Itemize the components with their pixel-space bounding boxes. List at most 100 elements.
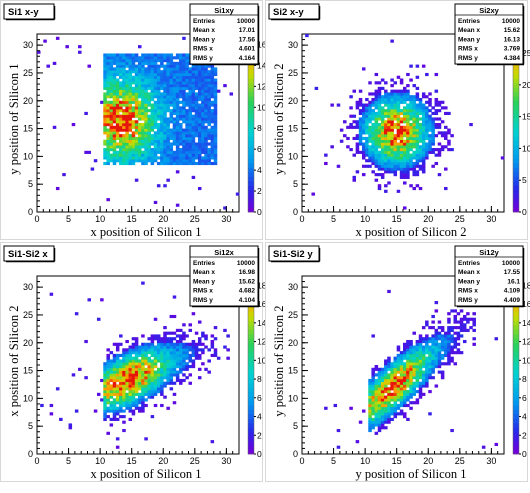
heatmap-cell [198,187,202,190]
x-tick-label: 10 [360,456,370,466]
heatmap-cell [157,354,161,357]
heatmap-cell [116,362,120,365]
heatmap-cell [397,407,401,410]
heatmap-cell [207,101,211,104]
heatmap-cell [371,404,375,407]
heatmap-cell [204,145,208,148]
heatmap-cell [381,120,385,123]
x-tick-label: 25 [455,456,465,466]
heatmap-cell [384,159,388,162]
heatmap-cell [179,156,183,159]
heatmap-cell [185,62,189,65]
heatmap-cell [160,129,164,132]
heatmap-cell [125,376,129,379]
heatmap-cell [431,165,435,168]
heatmap-cell [138,115,142,118]
heatmap-cell [214,134,218,137]
heatmap-cell [147,140,151,143]
palette-step [248,101,254,106]
heatmap-cell [195,92,199,95]
heatmap-cell [132,137,136,140]
heatmap-cell [359,123,363,126]
heatmap-cell [122,73,126,76]
heatmap-cell [132,151,136,154]
palette-step [513,401,519,406]
heatmap-cell [129,70,133,73]
heatmap-cell [173,315,177,318]
heatmap-cell [362,410,366,413]
heatmap-cell [371,423,375,426]
palette-step [513,74,519,79]
heatmap-cell [170,148,174,151]
heatmap-cell [359,131,363,134]
heatmap-cell [189,343,193,346]
heatmap-cell [214,137,218,140]
heatmap-cell [198,368,202,371]
heatmap-cell [147,92,151,95]
heatmap-cell [185,137,189,140]
heatmap-cell [368,159,372,162]
heatmap-cell [192,92,196,95]
heatmap-cell [387,92,391,95]
heatmap-cell [147,373,151,376]
heatmap-cell [182,87,186,90]
heatmap-cell [157,387,161,390]
heatmap-cell [441,337,445,340]
heatmap-cell [122,126,126,129]
heatmap-cell [103,87,107,90]
heatmap-cell [182,359,186,362]
heatmap-cell [381,398,385,401]
heatmap-cell [201,142,205,145]
heatmap-cell [447,337,451,340]
heatmap-cell [144,53,148,56]
heatmap-cell [163,129,167,132]
heatmap-cell [113,137,117,140]
palette-step [248,401,254,406]
heatmap-cell [125,354,129,357]
heatmap-cell [419,334,423,337]
heatmap-cell [160,148,164,151]
heatmap-cell [387,145,391,148]
heatmap-cell [122,371,126,374]
heatmap-cell [132,98,136,101]
x-tick-label: 20 [158,214,168,224]
heatmap-cell [381,410,385,413]
heatmap-cell [378,429,382,432]
palette-step [248,418,254,423]
palette-step [248,316,254,321]
heatmap-cell [387,181,391,184]
heatmap-cell [425,323,429,326]
heatmap-cell [157,53,161,56]
heatmap-cell [378,142,382,145]
heatmap-cell [403,382,407,385]
heatmap-cell [144,154,148,157]
heatmap-cell [125,404,129,407]
heatmap-cell [214,348,218,351]
heatmap-cell [406,148,410,151]
heatmap-cell [160,154,164,157]
heatmap-cell [113,115,117,118]
heatmap-cell [163,371,167,374]
heatmap-cell [113,362,117,365]
heatmap-cell [116,126,120,129]
palette-tick-label: 6 [522,393,527,403]
heatmap-cell [151,87,155,90]
heatmap-cell [154,148,158,151]
heatmap-cell [400,98,404,101]
heatmap-cell [447,332,451,335]
heatmap-cell [173,401,177,404]
palette-step [513,365,519,370]
heatmap-cell [387,115,391,118]
heatmap-cell [170,142,174,145]
x-tick-label: 0 [299,456,304,466]
heatmap-cell [157,126,161,129]
heatmap-cell [135,384,139,387]
heatmap-cell [132,123,136,126]
heatmap-cell [182,346,186,349]
heatmap-cell [384,371,388,374]
heatmap-cell [157,371,161,374]
heatmap-cell [160,343,164,346]
heatmap-cell [368,423,372,426]
heatmap-cell [412,154,416,157]
heatmap-cell [151,109,155,112]
